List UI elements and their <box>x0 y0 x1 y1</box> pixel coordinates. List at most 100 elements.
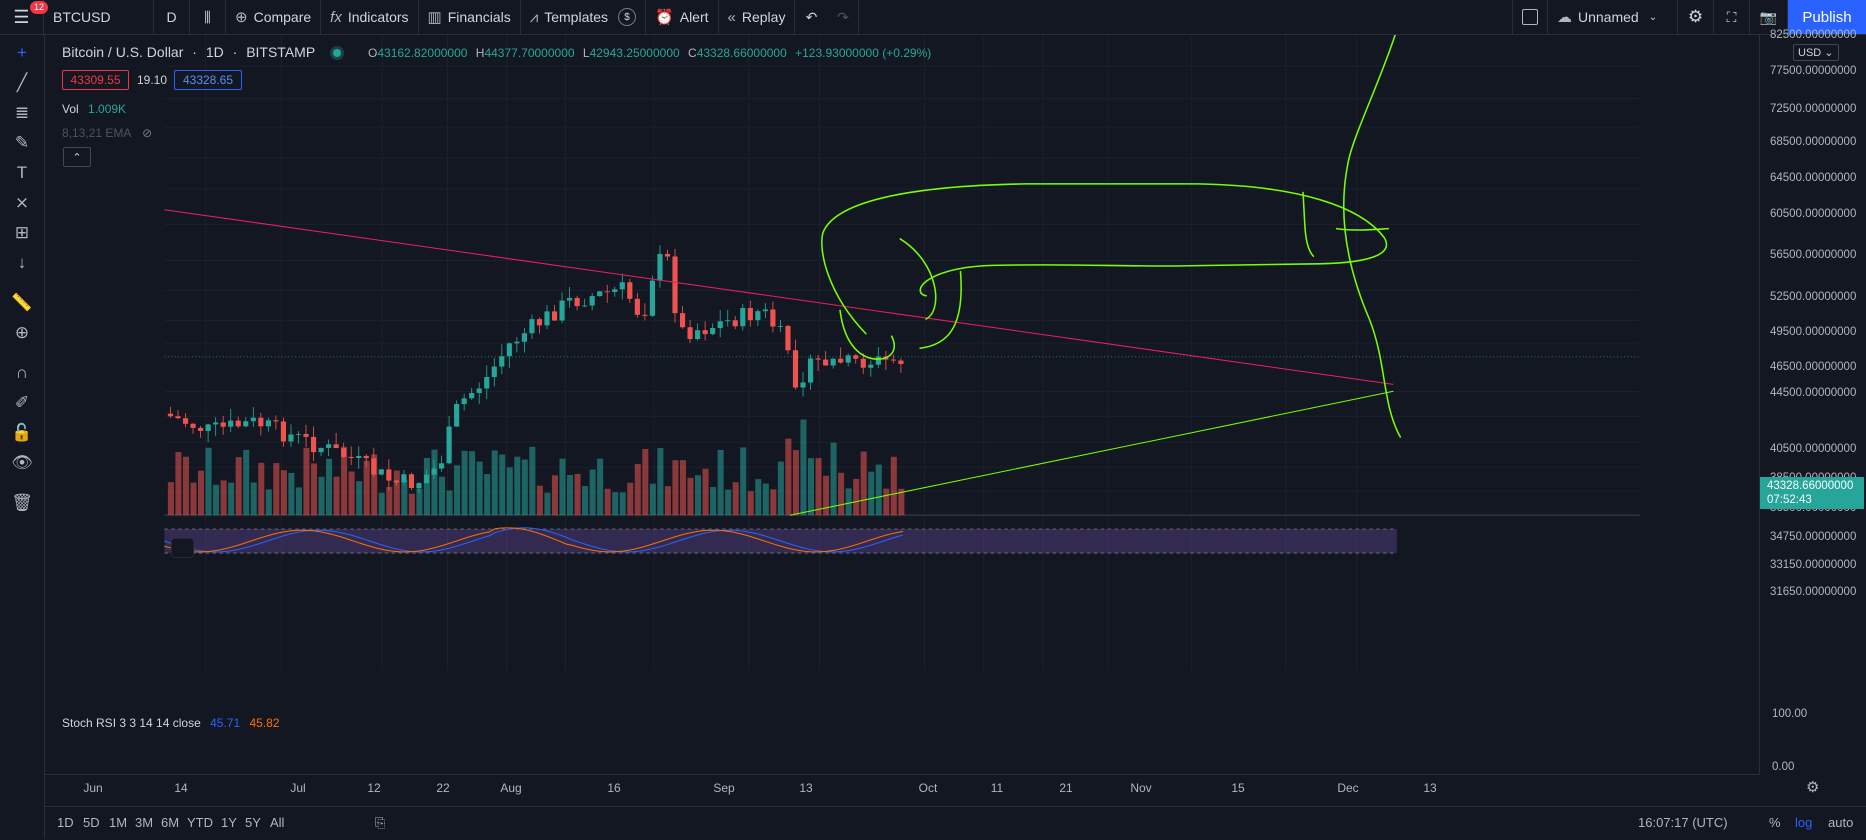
volume-bar <box>273 463 280 516</box>
log-toggle[interactable]: log <box>1795 815 1813 830</box>
eye-icon[interactable]: 👁 <box>11 453 33 472</box>
range-button[interactable]: 3M <box>135 815 154 830</box>
currency-select[interactable]: USD ⌄ <box>1793 44 1839 61</box>
stoch-rsi-legend[interactable]: Stoch RSI 3 3 14 14 close 45.71 45.82 <box>62 716 280 730</box>
time-axis[interactable]: Jun 14 Jul 12 22 Aug 16 Sep 13 Oct 11 21 Nov 15 Dec 13 <box>45 774 1759 800</box>
range-button[interactable]: 1D <box>57 815 74 830</box>
undo-button[interactable]: ↶ <box>795 0 827 34</box>
replay-button[interactable]: « Replay <box>719 0 796 34</box>
candle-body <box>860 358 866 368</box>
magnet-icon[interactable]: ∩ <box>15 363 29 382</box>
ruler-icon[interactable]: 📏 <box>11 293 33 312</box>
percent-toggle[interactable]: % <box>1769 815 1781 830</box>
publish-button[interactable]: Publish <box>1788 0 1866 34</box>
time-label: Nov <box>1130 781 1152 795</box>
layout-select-button[interactable] <box>1512 0 1548 34</box>
range-button[interactable]: 1Y <box>221 815 237 830</box>
candle-body <box>717 321 723 328</box>
price-label: 82500.00000000 <box>1770 29 1857 41</box>
volume-bar <box>499 454 506 516</box>
text-icon[interactable]: T <box>16 163 28 182</box>
candle-body <box>348 456 354 458</box>
range-button[interactable]: All <box>270 815 285 830</box>
financials-button[interactable]: ▥ Financials <box>419 0 521 34</box>
zoom-in-icon[interactable]: ⊕ <box>14 323 30 342</box>
market-status-icon <box>332 49 341 57</box>
arrow-down-icon[interactable]: ↓ <box>17 253 27 272</box>
redo-button[interactable]: ↷ <box>827 0 860 34</box>
templates-button[interactable]: ⩘ Templates $ <box>521 0 647 34</box>
collapse-legend-button[interactable]: ⌃ <box>63 147 91 167</box>
volume-bar <box>521 459 528 516</box>
symbol-legend[interactable]: Bitcoin / U.S. Dollar · 1D · BITSTAMP <box>62 44 341 60</box>
time-label: Jul <box>290 781 306 795</box>
volume-bar <box>860 451 867 516</box>
range-button[interactable]: 5D <box>83 815 100 830</box>
settings-button[interactable]: ⚙ <box>1678 0 1714 34</box>
range-button[interactable]: 6M <box>161 815 180 830</box>
volume-bar <box>175 452 182 516</box>
trash-icon[interactable]: 🗑 <box>11 493 33 512</box>
candle-body <box>890 359 896 361</box>
price-label: 49500.00000000 <box>1770 326 1857 338</box>
volume-bar <box>408 493 415 516</box>
price-axis[interactable]: 82500.00000000 77500.00000000 72500.000000… <box>1759 29 1866 774</box>
trendline-icon[interactable]: ╱ <box>16 73 28 92</box>
stay-drawing-icon[interactable]: ✐ <box>14 393 30 412</box>
crosshair-icon[interactable]: + <box>17 43 27 62</box>
ema-legend[interactable]: 8,13,21 EMA ⊘ <box>62 126 153 140</box>
chevron-down-icon: ⌄ <box>1648 11 1658 23</box>
volume-bar <box>777 461 784 516</box>
scale-settings-icon[interactable]: ⚙ <box>1806 779 1820 796</box>
stoch-d-value: 45.82 <box>249 716 280 730</box>
alert-button[interactable]: ⏰ Alert <box>646 0 719 34</box>
price-chart[interactable] <box>45 35 1759 671</box>
candle-body <box>182 418 189 424</box>
indicators-button[interactable]: fx Indicators <box>321 0 419 34</box>
goto-date-icon[interactable]: ⎘ <box>375 815 386 830</box>
auto-toggle[interactable]: auto <box>1828 815 1854 830</box>
candle-body <box>265 420 271 427</box>
candle-body <box>740 308 746 327</box>
volume-legend[interactable]: Vol 1.009K <box>62 102 127 116</box>
symbol-search-button[interactable]: BTCUSD <box>44 0 154 34</box>
bid-price: 43309.55 <box>70 73 121 87</box>
bar-countdown: 07:52:43 <box>1767 494 1812 506</box>
buy-button[interactable]: 43328.65 <box>174 70 242 90</box>
range-button[interactable]: 1M <box>109 815 128 830</box>
eye-hidden-icon[interactable]: ⊘ <box>142 126 153 140</box>
candle-body <box>762 309 768 312</box>
volume-bar <box>265 489 272 516</box>
volume-bar <box>883 488 890 516</box>
volume-bar <box>657 448 664 516</box>
range-button[interactable]: YTD <box>187 815 213 830</box>
save-layout-button[interactable]: ☁ Unnamed ⌄ <box>1548 0 1678 34</box>
fullscreen-button[interactable]: ⛶ <box>1714 0 1750 34</box>
chart-type-button[interactable]: ⫼ <box>190 0 226 34</box>
volume-bar <box>536 485 543 516</box>
prediction-icon[interactable]: ⊞ <box>14 223 30 242</box>
lock-icon[interactable]: 🔓 <box>11 423 33 442</box>
volume-bar <box>182 456 189 516</box>
interval-button[interactable]: D <box>154 0 190 34</box>
compare-button[interactable]: ⊕ Compare <box>226 0 322 34</box>
sell-button[interactable]: 43309.55 <box>62 70 129 90</box>
brush-icon[interactable]: ✎ <box>14 133 30 152</box>
fib-icon[interactable]: ≣ <box>14 103 30 122</box>
candle-body <box>898 360 904 364</box>
volume-bar <box>898 488 905 516</box>
main-menu-button[interactable]: ☰ 12 <box>0 0 49 34</box>
hand-drawn-stroke <box>899 238 937 320</box>
clock[interactable]: 16:07:17 (UTC) <box>1638 815 1728 830</box>
candle-body <box>792 350 799 388</box>
range-button[interactable]: 5Y <box>245 815 261 830</box>
volume-bar <box>295 487 302 516</box>
volume-bar <box>853 478 860 516</box>
price-label: 44500.00000000 <box>1770 387 1857 399</box>
candle-body <box>288 434 294 442</box>
snapshot-button[interactable]: 📷 <box>1750 0 1788 34</box>
drawings <box>164 35 1402 516</box>
pattern-icon[interactable]: ⨯ <box>14 193 30 212</box>
candle-body <box>627 282 633 299</box>
volume-bar <box>574 473 581 516</box>
